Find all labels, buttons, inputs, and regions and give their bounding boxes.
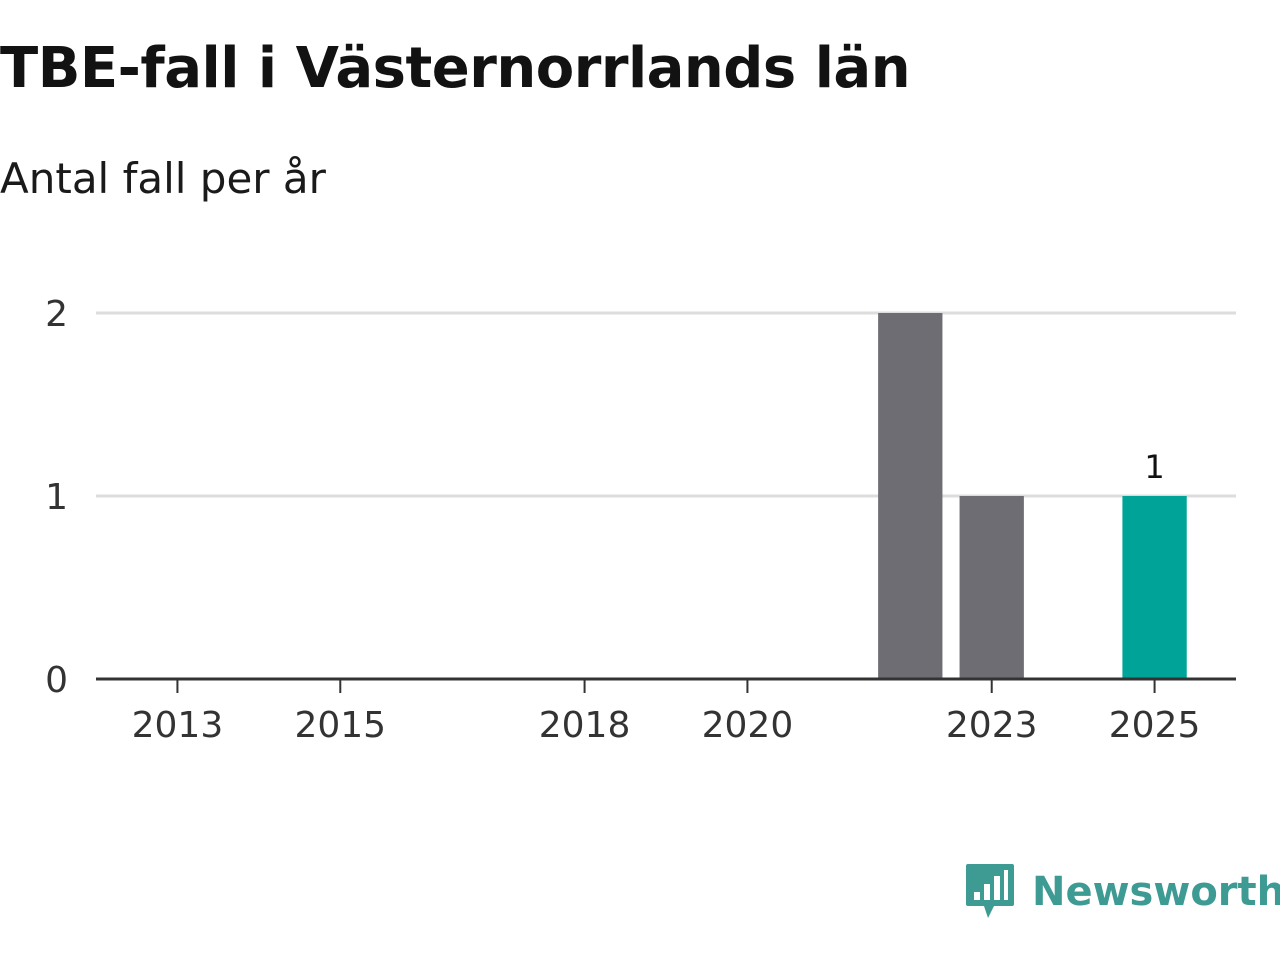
x-tick-label-2025: 2025	[1109, 705, 1201, 746]
chart-title: TBE-fall i Västernorrlands län	[0, 36, 911, 101]
newsworthy-logo-icon	[966, 864, 1014, 918]
y-tick-label-2: 2	[45, 294, 68, 335]
y-tick-label-0: 0	[45, 660, 68, 701]
brand-logo: Newsworthy	[964, 862, 1280, 922]
x-tick-label-2020: 2020	[702, 705, 794, 746]
brand-name: Newsworthy	[1032, 869, 1280, 915]
y-tick-label-1: 1	[45, 477, 68, 518]
bar-2025	[1122, 496, 1187, 679]
x-tick-label-2018: 2018	[539, 705, 631, 746]
chart-subtitle: Antal fall per år	[0, 154, 326, 203]
x-tick-label-2023: 2023	[946, 705, 1038, 746]
x-tick-label-2015: 2015	[294, 705, 386, 746]
data-label-2025: 1	[1144, 448, 1164, 486]
bar-2023	[959, 496, 1024, 679]
bar-2022	[878, 313, 943, 679]
x-tick-label-2013: 2013	[132, 705, 224, 746]
